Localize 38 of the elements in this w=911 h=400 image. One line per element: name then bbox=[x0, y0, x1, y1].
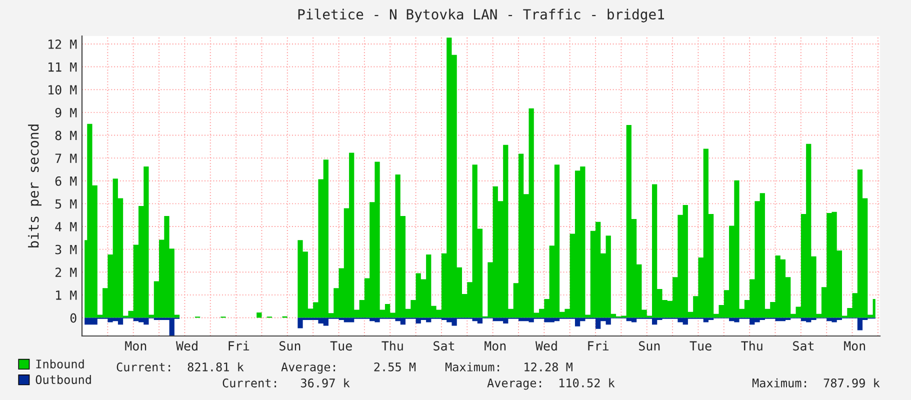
text: Current: 36.97 k bbox=[222, 378, 350, 388]
text: Current: 821.81 k bbox=[116, 362, 244, 372]
y-axis-title: bits per second bbox=[28, 124, 42, 248]
y-tick-label: 0 bbox=[70, 313, 76, 323]
x-tick-label: Mon bbox=[484, 341, 506, 351]
y-tick-label: 3 M bbox=[55, 244, 77, 254]
chart-title: Piletice - N Bytovka LAN - Traffic - bridge1 bbox=[298, 8, 664, 22]
y-tick-label: 7 M bbox=[55, 154, 77, 163]
y-tick-label: 2 M bbox=[55, 268, 77, 277]
text: Maximum: 12.28 M bbox=[445, 362, 572, 372]
x-tick-label: Mon bbox=[844, 341, 866, 351]
y-tick-label: 9 M bbox=[55, 108, 77, 118]
y-tick-label: 12 M bbox=[48, 39, 77, 49]
y-tick-label: 10 M bbox=[48, 85, 77, 95]
x-tick-label: Wed bbox=[176, 340, 198, 351]
x-tick-label: Thu bbox=[741, 340, 762, 351]
text: Maximum: 787.99 k bbox=[752, 378, 880, 388]
y-tick-label: 1 M bbox=[56, 290, 77, 300]
x-tick-label: Sun bbox=[280, 341, 300, 351]
x-tick-label: Sat bbox=[434, 341, 454, 351]
x-tick-label: Mon bbox=[125, 341, 146, 351]
y-tick-label: 4 M bbox=[55, 222, 77, 232]
y-tick-label: 11 M bbox=[48, 62, 77, 72]
x-tick-label: Fri bbox=[588, 340, 609, 350]
x-tick-label: Thu bbox=[382, 340, 403, 351]
x-tick-label: Tue bbox=[690, 341, 712, 351]
x-tick-label: Tue bbox=[330, 341, 352, 351]
legend-label: Outbound bbox=[36, 374, 91, 384]
y-tick-label: 5 M bbox=[55, 199, 77, 209]
x-tick-label: Fri bbox=[228, 340, 250, 350]
x-tick-label: Sun bbox=[638, 341, 660, 351]
legend-label: Inbound bbox=[36, 359, 84, 368]
x-tick-label: Wed bbox=[535, 340, 557, 351]
y-tick-label: 8 M bbox=[55, 130, 77, 140]
x-tick-label: Sat bbox=[793, 341, 814, 351]
text: Average: 2.55 M bbox=[281, 362, 416, 374]
text: Average: 110.52 k bbox=[487, 378, 615, 390]
y-tick-label: 6 M bbox=[55, 176, 77, 186]
